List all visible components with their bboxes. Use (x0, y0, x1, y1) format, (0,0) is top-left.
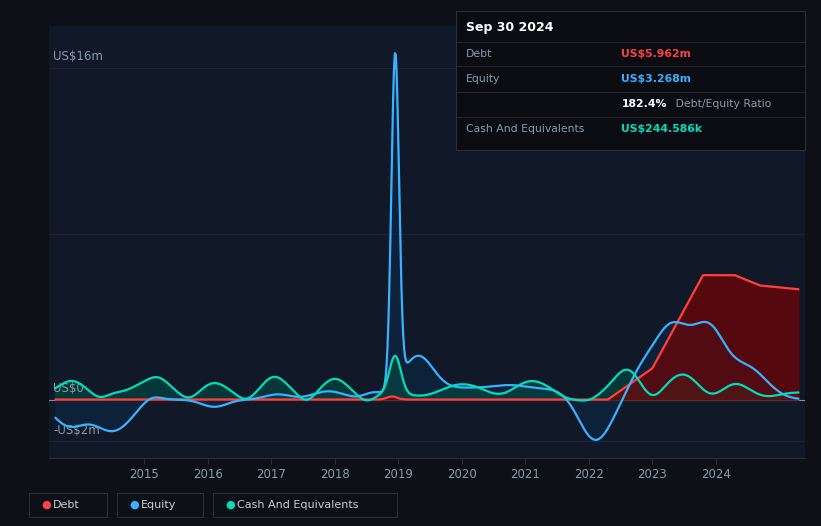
Text: -US$2m: -US$2m (53, 424, 100, 437)
Text: US$5.962m: US$5.962m (621, 48, 691, 59)
Text: US$244.586k: US$244.586k (621, 124, 703, 135)
Text: Sep 30 2024: Sep 30 2024 (466, 21, 553, 34)
Text: 182.4%: 182.4% (621, 99, 667, 109)
Text: Cash And Equivalents: Cash And Equivalents (237, 500, 359, 510)
Text: ●: ● (129, 500, 139, 510)
Text: ●: ● (41, 500, 51, 510)
Text: Equity: Equity (466, 74, 500, 84)
Text: ●: ● (225, 500, 235, 510)
Text: US$16m: US$16m (53, 50, 103, 64)
Text: US$3.268m: US$3.268m (621, 74, 691, 84)
Text: Debt: Debt (466, 48, 492, 59)
Text: Debt: Debt (53, 500, 80, 510)
Text: Equity: Equity (141, 500, 177, 510)
Text: Cash And Equivalents: Cash And Equivalents (466, 124, 584, 135)
Text: Debt/Equity Ratio: Debt/Equity Ratio (672, 99, 772, 109)
Text: US$0: US$0 (53, 382, 84, 395)
